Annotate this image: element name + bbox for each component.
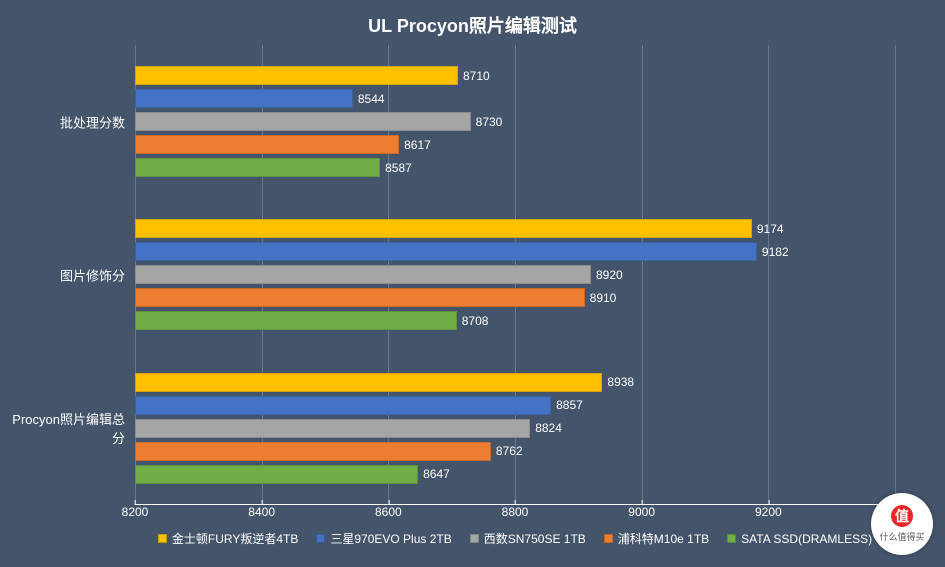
x-tick-mark — [768, 500, 769, 505]
bar-row: 9182 — [135, 242, 895, 261]
bar-row: 8920 — [135, 265, 895, 284]
bar-row: 8587 — [135, 158, 895, 177]
watermark-text: 什么值得买 — [879, 530, 924, 543]
bar-value-label: 8824 — [535, 421, 562, 435]
bar-value-label: 8762 — [496, 444, 523, 458]
bar-row: 8544 — [135, 89, 895, 108]
bar: 8730 — [135, 112, 471, 131]
x-tick-mark — [135, 500, 136, 505]
legend-label: 浦科特M10e 1TB — [618, 530, 709, 547]
legend-swatch — [727, 534, 736, 543]
bar: 8824 — [135, 419, 530, 438]
bar-value-label: 8544 — [358, 92, 385, 106]
bar-row: 8762 — [135, 442, 895, 461]
bars: 8710 8544 8730 8617 8587 — [135, 60, 895, 183]
category-label: 图片修饰分 — [0, 265, 125, 284]
legend-item: 西数SN750SE 1TB — [470, 530, 586, 547]
chart-title: UL Procyon照片编辑测试 — [0, 12, 945, 38]
category-label: Procyon照片编辑总分 — [0, 409, 125, 447]
bar-row: 8938 — [135, 373, 895, 392]
legend-item: 金士顿FURY叛逆者4TB — [158, 530, 298, 547]
bar: 8938 — [135, 373, 602, 392]
bar: 8647 — [135, 465, 418, 484]
bar: 8857 — [135, 396, 551, 415]
legend-item: 三星970EVO Plus 2TB — [316, 530, 451, 547]
bar-value-label: 8938 — [607, 375, 634, 389]
x-tick-mark — [515, 500, 516, 505]
legend-swatch — [604, 534, 613, 543]
bars: 91749182892089108708 — [135, 213, 895, 336]
x-tick-mark — [642, 500, 643, 505]
bar-value-label: 8910 — [590, 291, 617, 305]
bar: 8910 — [135, 288, 585, 307]
x-tick-label: 9200 — [755, 505, 782, 519]
bar-group: 批处理分数87108544873086178587 — [135, 60, 895, 183]
bar-row: 8617 — [135, 135, 895, 154]
x-tick-label: 8200 — [122, 505, 149, 519]
bar-row: 8730 — [135, 112, 895, 131]
bar-row: 8824 — [135, 419, 895, 438]
x-tick-label: 8800 — [502, 505, 529, 519]
legend-swatch — [158, 534, 167, 543]
bar-row: 8910 — [135, 288, 895, 307]
bar-groups: 批处理分数87108544873086178587图片修饰分9174918289… — [135, 45, 895, 505]
bar-row: 8857 — [135, 396, 895, 415]
bar-group: Procyon照片编辑总分89388857882487628647 — [135, 367, 895, 490]
legend-swatch — [470, 534, 479, 543]
bar-value-label: 8730 — [476, 115, 503, 129]
bar: 8544 — [135, 89, 353, 108]
bar-value-label: 9182 — [762, 245, 789, 259]
bar-value-label: 8708 — [462, 314, 489, 328]
legend-label: 西数SN750SE 1TB — [484, 530, 586, 547]
legend: 金士顿FURY叛逆者4TB 三星970EVO Plus 2TB 西数SN750SE … — [135, 530, 895, 547]
legend-label: SATA SSD(DRAMLESS) — [741, 532, 872, 546]
x-tick-mark — [388, 500, 389, 505]
legend-item: 浦科特M10e 1TB — [604, 530, 709, 547]
legend-item: SATA SSD(DRAMLESS) — [727, 530, 872, 547]
chart-container: UL Procyon照片编辑测试 批处理分数 8710 8544 8730 8617 85… — [0, 0, 945, 567]
legend-label: 金士顿FURY叛逆者4TB — [172, 530, 298, 547]
bar: 8617 — [135, 135, 399, 154]
bar-value-label: 8617 — [404, 138, 431, 152]
bar: 8762 — [135, 442, 491, 461]
bar-value-label: 8920 — [596, 268, 623, 282]
bar-value-label: 8857 — [556, 398, 583, 412]
legend-swatch — [316, 534, 325, 543]
bar-value-label: 9174 — [757, 222, 784, 236]
plot-area: 批处理分数87108544873086178587图片修饰分9174918289… — [135, 45, 895, 505]
bar-row: 9174 — [135, 219, 895, 238]
bar: 8587 — [135, 158, 380, 177]
x-tick-label: 8400 — [248, 505, 275, 519]
bar-row: 8710 — [135, 66, 895, 85]
x-tick-mark — [262, 500, 263, 505]
bar: 8710 — [135, 66, 458, 85]
category-label: 批处理分数 — [0, 112, 125, 131]
gridline — [895, 45, 896, 505]
bar-value-label: 8710 — [463, 69, 490, 83]
bar-group: 图片修饰分91749182892089108708 — [135, 213, 895, 336]
bar: 8708 — [135, 311, 457, 330]
bar-row: 8708 — [135, 311, 895, 330]
bar: 9182 — [135, 242, 757, 261]
bars: 8938 8857 8824 8762 8647 — [135, 367, 895, 490]
x-tick-label: 8600 — [375, 505, 402, 519]
bar: 8920 — [135, 265, 591, 284]
watermark-badge: 值 什么值得买 — [871, 493, 933, 555]
bar: 9174 — [135, 219, 752, 238]
watermark-symbol: 值 — [891, 505, 913, 527]
bar-value-label: 8587 — [385, 161, 412, 175]
legend-label: 三星970EVO Plus 2TB — [330, 530, 451, 547]
bar-row: 8647 — [135, 465, 895, 484]
x-axis-ticks: 8200840086008800900092009400 — [135, 505, 895, 525]
bar-value-label: 8647 — [423, 467, 450, 481]
x-tick-label: 9000 — [628, 505, 655, 519]
